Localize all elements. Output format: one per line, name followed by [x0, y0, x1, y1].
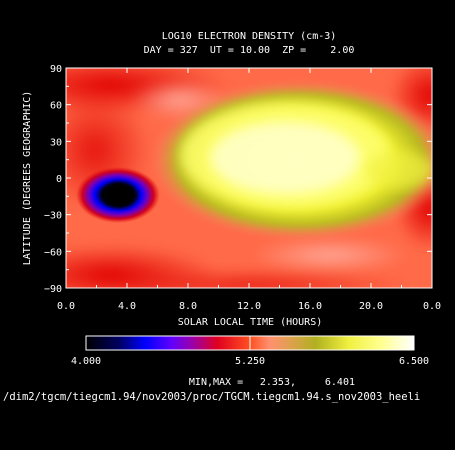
min-value: 2.353,	[260, 377, 296, 388]
x-axis-label: SOLAR LOCAL TIME (HOURS)	[178, 317, 323, 328]
x-tick-label: 4.0	[118, 301, 136, 312]
x-tick-label: 20.0	[359, 301, 383, 312]
y-tick-label: −30	[44, 211, 62, 222]
y-tick-label: 90	[50, 64, 62, 75]
y-tick-label: −90	[44, 284, 62, 295]
x-tick-label: 16.0	[298, 301, 322, 312]
colorbar-tick-label: 4.000	[71, 356, 101, 367]
x-tick-label: 12.0	[237, 301, 261, 312]
y-tick-label: 60	[50, 101, 62, 112]
y-tick-label: 0	[56, 174, 62, 185]
colorbar-tick-label: 5.250	[235, 356, 265, 367]
colorbar-tick-label: 6.500	[399, 356, 429, 367]
y-tick-label: 30	[50, 137, 62, 148]
y-axis: 90 60 30 0 −30 −60 −90	[44, 64, 432, 295]
minmax-label: MIN,MAX =	[189, 377, 243, 388]
max-value: 6.401	[325, 377, 355, 388]
x-tick-label: 0.0	[423, 301, 441, 312]
source-file-path: /dim2/tgcm/tiegcm1.94/nov2003/proc/TGCM.…	[3, 391, 421, 403]
x-tick-label: 0.0	[57, 301, 75, 312]
x-axis: 0.0 4.0 8.0 12.0 16.0 20.0 0.0	[57, 68, 441, 312]
chart-subtitle: DAY = 327 UT = 10.00 ZP = 2.00	[144, 45, 355, 56]
x-tick-label: 8.0	[179, 301, 197, 312]
colorbar-ticks: 4.000 5.250 6.500	[71, 336, 429, 367]
heatmap-field	[66, 68, 432, 288]
y-axis-label: LATITUDE (DEGREES GEOGRAPHIC)	[22, 91, 33, 266]
chart-title: LOG10 ELECTRON DENSITY (cm-3)	[162, 31, 337, 42]
y-tick-label: −60	[44, 247, 62, 258]
